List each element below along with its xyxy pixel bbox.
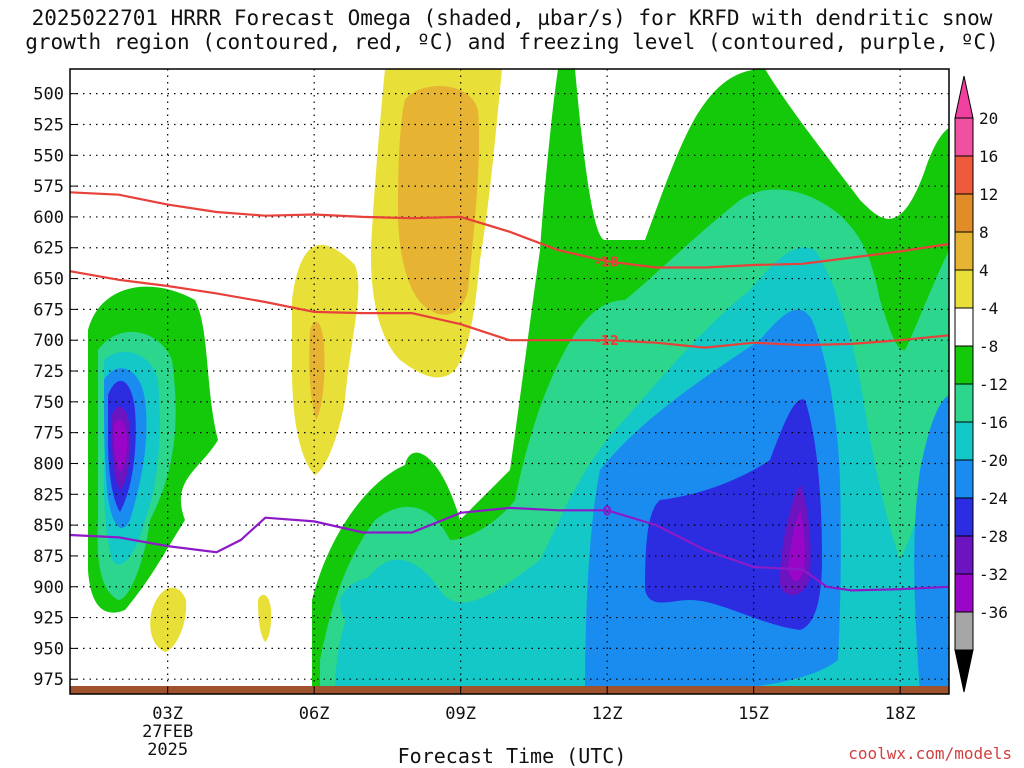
x-tick-label: 03Z — [152, 704, 183, 724]
colorbar-tick-label: -28 — [979, 527, 1008, 546]
y-tick-label: 500 — [33, 85, 64, 105]
contour-label: -12 — [595, 334, 619, 349]
omega-yellow-column-1 — [292, 244, 359, 475]
colorbar-segment — [954, 611, 974, 651]
y-tick-label: 750 — [33, 393, 64, 413]
y-tick-label: 825 — [33, 485, 64, 505]
colorbar-tick-label: -36 — [979, 603, 1008, 622]
y-tick-label: 650 — [33, 270, 64, 290]
x-tick-label: 06Z — [299, 704, 330, 724]
colorbar-segment — [954, 193, 974, 233]
y-tick-label: 875 — [33, 547, 64, 567]
colorbar-segment — [954, 497, 974, 537]
omega-navy-right — [645, 399, 822, 630]
y-tick-label: 900 — [33, 578, 64, 598]
colorbar-tick-label: 12 — [979, 185, 998, 204]
colorbar-segment — [954, 459, 974, 499]
chart-title: 2025022701 HRRR Forecast Omega (shaded, … — [0, 6, 1024, 54]
y-tick-label: 625 — [33, 239, 64, 259]
colorbar-tick-label: 4 — [979, 261, 989, 280]
y-tick-label: 925 — [33, 609, 64, 629]
omega-shading — [88, 69, 949, 694]
contour--18 — [69, 191, 950, 269]
omega-blue-edge — [914, 395, 949, 694]
colorbar-tick-label: 8 — [979, 223, 989, 242]
plot-frame — [69, 68, 950, 695]
y-tick-label: 800 — [33, 454, 64, 474]
colorbar-segment — [954, 345, 974, 385]
x-tick-label: 12Z — [592, 704, 623, 724]
colorbar-tick-label: -4 — [979, 299, 998, 318]
x-tick-label: 09Z — [445, 704, 476, 724]
title-line-2: growth region (contoured, red, ºC) and f… — [25, 30, 999, 54]
y-tick-label: 975 — [33, 670, 64, 690]
colorbar: 20 16 12 8 4 -4 -8 -12 -16 -20 -24 -28 -32 -36 — [954, 75, 1008, 693]
omega-violet-right — [788, 510, 805, 582]
contour-0 — [69, 506, 950, 592]
colorbar-tick-label: -16 — [979, 413, 1008, 432]
y-tick-label: 525 — [33, 115, 64, 135]
ground-strip — [70, 686, 949, 694]
contour--12 — [69, 270, 950, 349]
colorbar-tick-label: -24 — [979, 489, 1008, 508]
x-tick-label: 15Z — [738, 704, 769, 724]
y-axis-ticks: 500 525 550 575 600 625 650 675 700 725 750 775 800 8… — [33, 85, 77, 690]
y-tick-label: 600 — [33, 208, 64, 228]
omega-left-violet — [114, 419, 128, 472]
x-axis-label: Forecast Time (UTC) — [397, 744, 627, 768]
y-tick-label: 575 — [33, 177, 64, 197]
x-tick-year: 2025 — [147, 740, 188, 760]
colorbar-tick-label: -8 — [979, 337, 998, 356]
colorbar-tick-label: -12 — [979, 375, 1008, 394]
colorbar-tick-label: 20 — [979, 109, 998, 128]
colorbar-top-arrow — [954, 75, 974, 119]
contours: -18 -12 0 — [69, 191, 950, 592]
colorbar-segment — [954, 155, 974, 195]
colorbar-segment — [954, 117, 974, 157]
omega-yellow-blob-1 — [150, 587, 187, 652]
omega-yellow-blob-2 — [258, 594, 272, 642]
colorbar-tick-label: 16 — [979, 147, 998, 166]
y-tick-label: 550 — [33, 146, 64, 166]
y-tick-label: 850 — [33, 516, 64, 536]
y-tick-label: 775 — [33, 424, 64, 444]
colorbar-segment — [954, 573, 974, 613]
colorbar-segment — [954, 535, 974, 575]
y-tick-label: 675 — [33, 300, 64, 320]
colorbar-segment — [954, 231, 974, 271]
omega-cyan-left-blob — [340, 577, 419, 640]
omega-orange-1 — [309, 321, 325, 420]
y-tick-label: 950 — [33, 639, 64, 659]
colorbar-segment — [954, 269, 974, 309]
colorbar-segment — [954, 421, 974, 461]
title-line-1: 2025022701 HRRR Forecast Omega (shaded, … — [31, 6, 993, 30]
contour-label: -18 — [595, 255, 619, 270]
y-tick-label: 700 — [33, 331, 64, 351]
colorbar-bottom-arrow — [954, 649, 974, 693]
x-tick-date: 27FEB — [142, 722, 193, 742]
omega-orange-2 — [398, 86, 480, 315]
x-tick-label: 18Z — [885, 704, 916, 724]
colorbar-tick-label: -32 — [979, 565, 1008, 584]
colorbar-segment — [954, 383, 974, 423]
colorbar-tick-label: -20 — [979, 451, 1008, 470]
y-tick-label: 725 — [33, 362, 64, 382]
credit-text: coolwx.com/models — [848, 744, 1012, 763]
contour-label: 0 — [603, 504, 612, 519]
colorbar-segment — [954, 307, 974, 347]
